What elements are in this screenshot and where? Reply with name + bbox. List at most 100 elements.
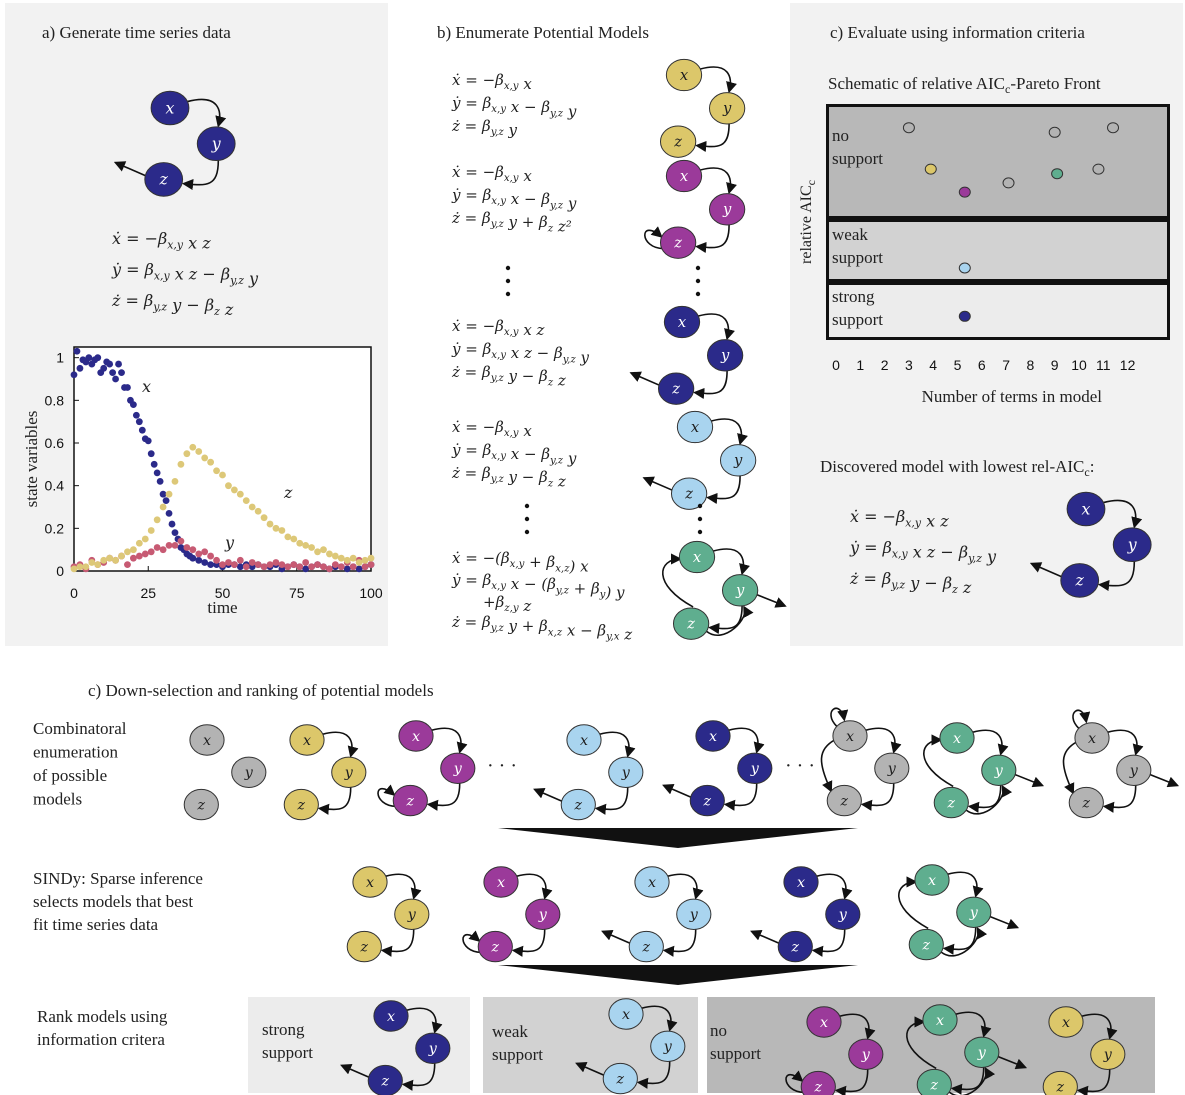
point-z (159, 503, 167, 511)
arrow-x-y (1102, 499, 1143, 529)
arrow-z-out (1029, 562, 1064, 578)
node-label-y: y (720, 347, 730, 364)
aic-point (1092, 163, 1105, 175)
arrow-x-y (972, 729, 1009, 756)
node-label-z: z (297, 797, 306, 813)
rank-box-label: support (710, 1044, 761, 1063)
point-z (165, 490, 173, 498)
point-y (337, 563, 345, 571)
arrow-x-y (728, 727, 765, 754)
node-label-y: y (1129, 763, 1139, 779)
sindy-model-0: x y z (346, 866, 430, 963)
point-x (159, 490, 167, 498)
point-z (171, 478, 179, 485)
discovered-network-diagram: x y z (1029, 491, 1152, 598)
node-label-z: z (840, 793, 849, 809)
node-x (665, 159, 703, 193)
node-label-x: x (678, 314, 687, 331)
node-x (150, 90, 190, 126)
arrow-y-out (988, 915, 1020, 930)
node-label-x: x (412, 729, 420, 745)
arrow-x-y (839, 1013, 876, 1040)
node-z (628, 930, 664, 963)
node-x (914, 864, 950, 896)
arrow-y-z (662, 929, 697, 957)
discovered-eq-1: ẏ = βx,y x z − βy,z y (849, 538, 997, 566)
aic-band-2 (829, 285, 1167, 337)
node-y (415, 1032, 451, 1065)
point-y (213, 556, 220, 564)
aic-ylabel: relative AICc (798, 180, 818, 264)
node-y (981, 754, 1017, 786)
point-z (135, 539, 143, 547)
node-x (676, 410, 714, 444)
node-y (964, 1036, 1000, 1069)
point-z (272, 524, 280, 532)
arrow-z-y (940, 927, 988, 957)
model-1-eq-2: ż = βy,z y + βz z² (451, 209, 572, 235)
node-label-x: x (846, 729, 854, 745)
enumeration-model-2: x y z (377, 720, 476, 817)
node-label-x: x (691, 419, 700, 436)
node-label-y: y (211, 134, 222, 153)
node-x (398, 720, 434, 752)
arrow-z-out (533, 788, 564, 803)
sindy-model-4: x y z (898, 864, 1020, 961)
point-z (70, 565, 78, 573)
model-3-network: x y z (642, 410, 757, 510)
arrow-y-z (860, 783, 895, 811)
node-z (672, 607, 710, 640)
aic-x-tick-label: 5 (954, 357, 962, 373)
point-z (230, 486, 238, 494)
node-z (657, 372, 695, 405)
node-z (800, 1070, 836, 1095)
point-x (76, 364, 84, 372)
timeseries-ylabel: state variables (22, 411, 41, 508)
point-z (82, 563, 90, 571)
arrow-z-out (601, 930, 632, 945)
node-label-z: z (673, 235, 682, 252)
aic-point (1048, 126, 1061, 138)
point-z (88, 559, 96, 566)
aic-band-label: support (832, 248, 883, 267)
ranked-model-2: x y z (785, 1006, 884, 1095)
node-label-y: y (407, 907, 417, 923)
node-x (1048, 1006, 1084, 1038)
point-z (343, 556, 351, 564)
node-label-z: z (491, 939, 500, 955)
aic-x-tick-label: 4 (929, 357, 937, 373)
point-z (213, 467, 220, 475)
node-x (373, 1000, 409, 1032)
model-1-network: x y z (644, 159, 746, 259)
discovered-equations: ẋ = −βx,y x z ẏ = βx,y x z − βy,z y ż = βy… (849, 507, 997, 597)
node-x (806, 1006, 842, 1038)
node-label-z: z (922, 937, 931, 953)
point-x (171, 529, 179, 536)
node-z (346, 930, 382, 963)
row1-label: enumeration (33, 743, 118, 762)
node-z (659, 226, 697, 259)
node-z (826, 784, 862, 817)
arrow-x-y (865, 727, 902, 754)
point-z (349, 554, 357, 562)
panel-c: c) Evaluate using information criteria S… (790, 3, 1183, 646)
point-x (115, 360, 122, 368)
node-label-x: x (203, 733, 211, 749)
aic-point (902, 122, 915, 134)
node-x (289, 724, 325, 756)
point-z (320, 546, 327, 554)
y-tick-label: 0.8 (45, 392, 65, 408)
arrow-x-z (1062, 741, 1078, 795)
node-label-y: y (663, 1039, 673, 1055)
arrow-z-y (706, 605, 754, 636)
sindy-model-3: x y z (750, 866, 861, 963)
y-tick-label: 0.6 (45, 435, 65, 451)
aic-point (958, 262, 971, 274)
point-z (130, 546, 137, 554)
point-x (207, 561, 215, 568)
arrow-x-y (641, 1005, 678, 1032)
node-y (650, 1030, 686, 1063)
model-0-eq-2: ż = βy,z y (451, 117, 517, 139)
point-y (266, 561, 274, 568)
arrow-y-z (317, 787, 352, 815)
